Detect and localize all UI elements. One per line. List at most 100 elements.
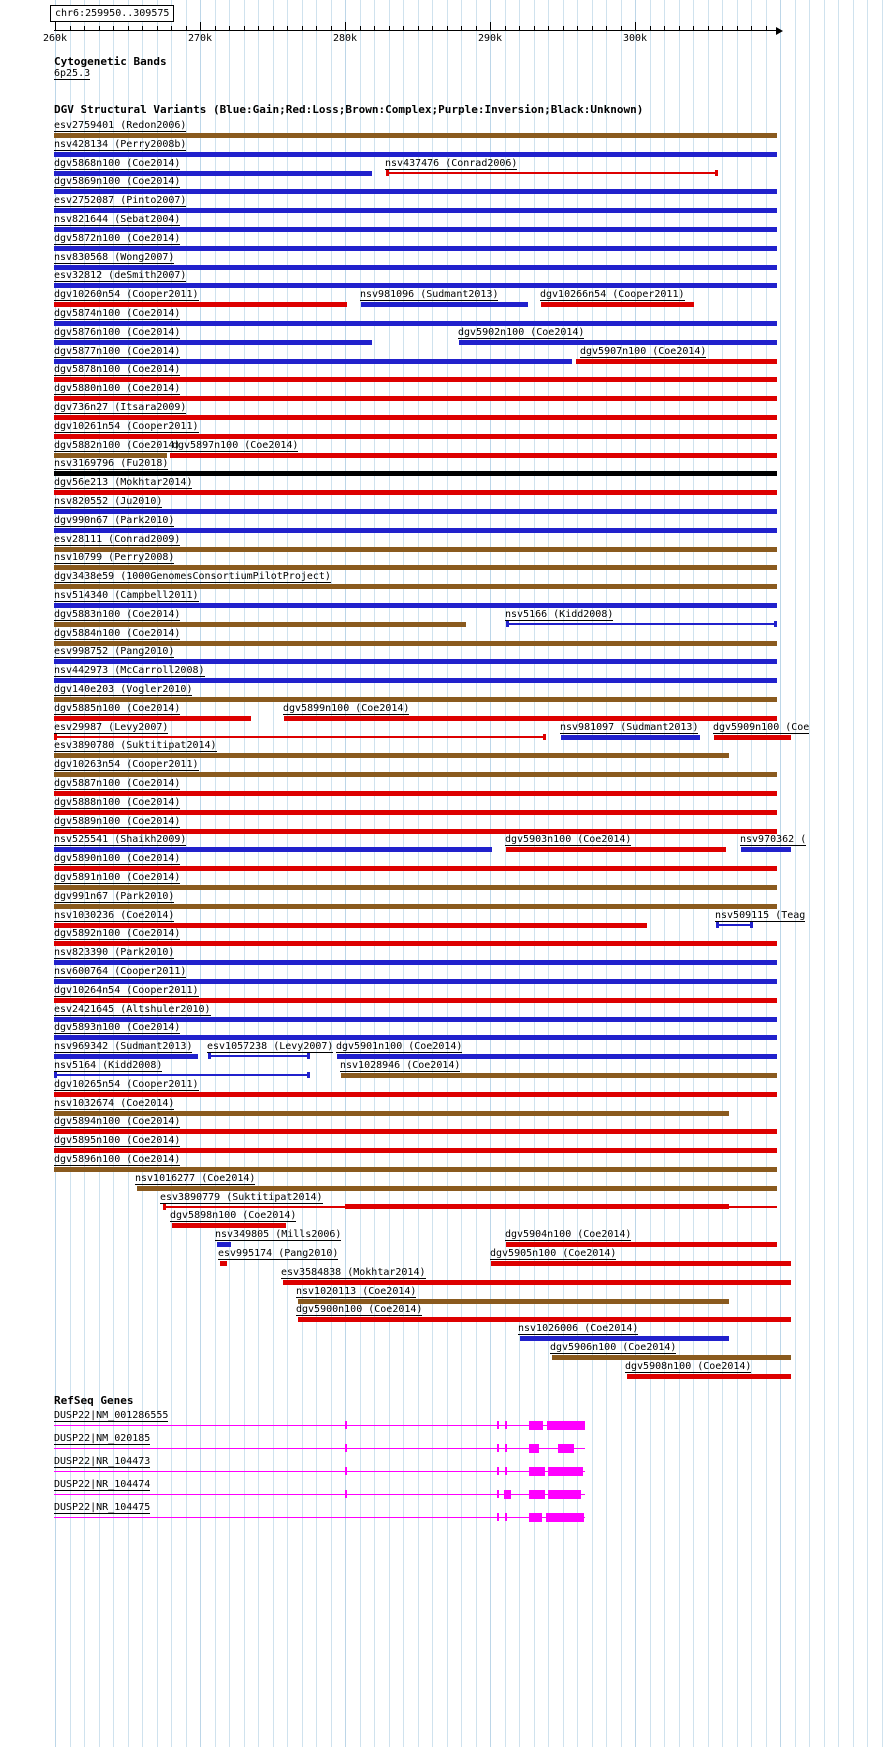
variant-label[interactable]: dgv5901n100 (Coe2014) bbox=[336, 1041, 463, 1053]
gene-exon[interactable] bbox=[345, 1467, 347, 1475]
variant-label[interactable]: dgv5878n100 (Coe2014) bbox=[54, 364, 181, 376]
gene-label[interactable]: DUSP22|NR_104474 bbox=[54, 1479, 151, 1491]
variant-label[interactable]: nsv970362 ( bbox=[740, 834, 807, 846]
variant-label[interactable]: nsv830568 (Wong2007) bbox=[54, 252, 175, 264]
variant-label[interactable]: dgv5908n100 (Coe2014) bbox=[625, 1361, 752, 1373]
variant-bar-end[interactable] bbox=[307, 1072, 310, 1078]
variant-label[interactable]: esv995174 (Pang2010) bbox=[218, 1248, 339, 1260]
variant-bar[interactable] bbox=[741, 847, 791, 852]
variant-bar[interactable] bbox=[506, 623, 777, 625]
variant-label[interactable]: nsv3169796 (Fu2018) bbox=[54, 458, 169, 470]
variant-label[interactable]: dgv5896n100 (Coe2014) bbox=[54, 1154, 181, 1166]
gene-exon[interactable] bbox=[497, 1513, 499, 1521]
variant-bar[interactable] bbox=[172, 1223, 286, 1228]
variant-label[interactable]: nsv514340 (Campbell2011) bbox=[54, 590, 199, 602]
variant-bar[interactable] bbox=[54, 603, 777, 608]
variant-label[interactable]: dgv5891n100 (Coe2014) bbox=[54, 872, 181, 884]
variant-bar[interactable] bbox=[54, 829, 777, 834]
variant-label[interactable]: esv998752 (Pang2010) bbox=[54, 646, 175, 658]
variant-bar[interactable] bbox=[54, 847, 492, 852]
variant-bar[interactable] bbox=[54, 415, 777, 420]
variant-bar[interactable] bbox=[520, 1336, 729, 1341]
variant-bar[interactable] bbox=[627, 1374, 791, 1379]
variant-label[interactable]: dgv5907n100 (Coe2014) bbox=[580, 346, 707, 358]
variant-bar[interactable] bbox=[54, 584, 777, 589]
variant-label[interactable]: esv29987 (Levy2007) bbox=[54, 722, 169, 734]
variant-bar[interactable] bbox=[298, 1317, 791, 1322]
variant-bar[interactable] bbox=[54, 528, 777, 533]
variant-label[interactable]: esv3890779 (Suktitipat2014) bbox=[160, 1192, 323, 1204]
variant-bar[interactable] bbox=[54, 453, 167, 458]
gene-transcript-line[interactable] bbox=[54, 1425, 585, 1426]
variant-bar[interactable] bbox=[54, 302, 347, 307]
variant-label[interactable]: nsv428134 (Perry2008b) bbox=[54, 139, 187, 151]
variant-bar[interactable] bbox=[54, 227, 777, 232]
variant-label[interactable]: esv28111 (Conrad2009) bbox=[54, 534, 181, 546]
variant-bar[interactable] bbox=[54, 321, 777, 326]
gene-label[interactable]: DUSP22|NR_104475 bbox=[54, 1502, 151, 1514]
variant-bar[interactable] bbox=[54, 641, 777, 646]
gene-exon[interactable] bbox=[497, 1490, 499, 1498]
variant-label[interactable]: dgv5884n100 (Coe2014) bbox=[54, 628, 181, 640]
variant-label[interactable]: dgv5887n100 (Coe2014) bbox=[54, 778, 181, 790]
variant-bar[interactable] bbox=[54, 396, 777, 401]
variant-bar[interactable] bbox=[54, 1074, 310, 1076]
variant-label[interactable]: nsv981097 (Sudmant2013) bbox=[560, 722, 699, 734]
variant-label[interactable]: dgv10265n54 (Cooper2011) bbox=[54, 1079, 199, 1091]
variant-bar[interactable] bbox=[208, 1055, 310, 1057]
variant-label[interactable]: dgv5900n100 (Coe2014) bbox=[296, 1304, 423, 1316]
variant-bar[interactable] bbox=[54, 1035, 777, 1040]
variant-label[interactable]: esv32812 (deSmith2007) bbox=[54, 270, 187, 282]
variant-label[interactable]: dgv10260n54 (Cooper2011) bbox=[54, 289, 199, 301]
variant-label[interactable]: dgv5889n100 (Coe2014) bbox=[54, 816, 181, 828]
variant-label[interactable]: nsv820552 (Ju2010) bbox=[54, 496, 163, 508]
variant-label[interactable]: dgv5868n100 (Coe2014) bbox=[54, 158, 181, 170]
gene-transcript-line[interactable] bbox=[54, 1448, 585, 1449]
variant-label[interactable]: dgv5904n100 (Coe2014) bbox=[505, 1229, 632, 1241]
gene-label[interactable]: DUSP22|NM_020185 bbox=[54, 1433, 151, 1445]
variant-bar[interactable] bbox=[54, 866, 777, 871]
variant-label[interactable]: nsv1016277 (Coe2014) bbox=[135, 1173, 256, 1185]
variant-label[interactable]: dgv10261n54 (Cooper2011) bbox=[54, 421, 199, 433]
variant-label[interactable]: dgv5877n100 (Coe2014) bbox=[54, 346, 181, 358]
variant-label[interactable]: dgv5895n100 (Coe2014) bbox=[54, 1135, 181, 1147]
variant-label[interactable]: nsv525541 (Shaikh2009) bbox=[54, 834, 187, 846]
variant-bar[interactable] bbox=[54, 547, 777, 552]
variant-label[interactable]: dgv5897n100 (Coe2014) bbox=[172, 440, 299, 452]
variant-bar[interactable] bbox=[54, 490, 777, 495]
gene-exon[interactable] bbox=[497, 1444, 499, 1452]
variant-bar[interactable] bbox=[170, 453, 777, 458]
gene-exon[interactable] bbox=[505, 1513, 507, 1521]
variant-bar[interactable] bbox=[54, 1111, 729, 1116]
variant-label[interactable]: nsv1032674 (Coe2014) bbox=[54, 1098, 175, 1110]
gene-exon[interactable] bbox=[529, 1513, 542, 1522]
variant-bar[interactable] bbox=[54, 960, 777, 965]
variant-label[interactable]: nsv1028946 (Coe2014) bbox=[340, 1060, 461, 1072]
variant-label[interactable]: dgv5874n100 (Coe2014) bbox=[54, 308, 181, 320]
variant-bar[interactable] bbox=[561, 735, 700, 740]
variant-bar-end[interactable] bbox=[716, 922, 719, 928]
variant-label[interactable]: dgv736n27 (Itsara2009) bbox=[54, 402, 187, 414]
variant-label[interactable]: esv1057238 (Levy2007) bbox=[207, 1041, 334, 1053]
variant-label[interactable]: nsv821644 (Sebat2004) bbox=[54, 214, 181, 226]
variant-label[interactable]: dgv5909n100 (Coe bbox=[713, 722, 810, 734]
variant-label[interactable]: dgv140e203 (Vogler2010) bbox=[54, 684, 193, 696]
variant-label[interactable]: dgv5883n100 (Coe2014) bbox=[54, 609, 181, 621]
variant-label[interactable]: nsv1026006 (Coe2014) bbox=[518, 1323, 639, 1335]
variant-bar-end[interactable] bbox=[543, 734, 546, 740]
variant-bar[interactable] bbox=[54, 941, 777, 946]
variant-bar[interactable] bbox=[54, 716, 251, 721]
variant-bar[interactable] bbox=[54, 1129, 777, 1134]
variant-bar[interactable] bbox=[54, 171, 372, 176]
variant-bar[interactable] bbox=[506, 847, 726, 852]
variant-bar[interactable] bbox=[54, 1054, 198, 1059]
variant-bar[interactable] bbox=[54, 810, 777, 815]
variant-label[interactable]: dgv5894n100 (Coe2014) bbox=[54, 1116, 181, 1128]
variant-bar[interactable] bbox=[716, 924, 753, 926]
gene-transcript-line[interactable] bbox=[54, 1517, 585, 1518]
variant-label[interactable]: nsv349805 (Mills2006) bbox=[215, 1229, 342, 1241]
variant-label[interactable]: dgv56e213 (Mokhtar2014) bbox=[54, 477, 193, 489]
variant-label[interactable]: dgv10263n54 (Cooper2011) bbox=[54, 759, 199, 771]
variant-label[interactable]: dgv5885n100 (Coe2014) bbox=[54, 703, 181, 715]
variant-bar[interactable] bbox=[54, 133, 777, 138]
